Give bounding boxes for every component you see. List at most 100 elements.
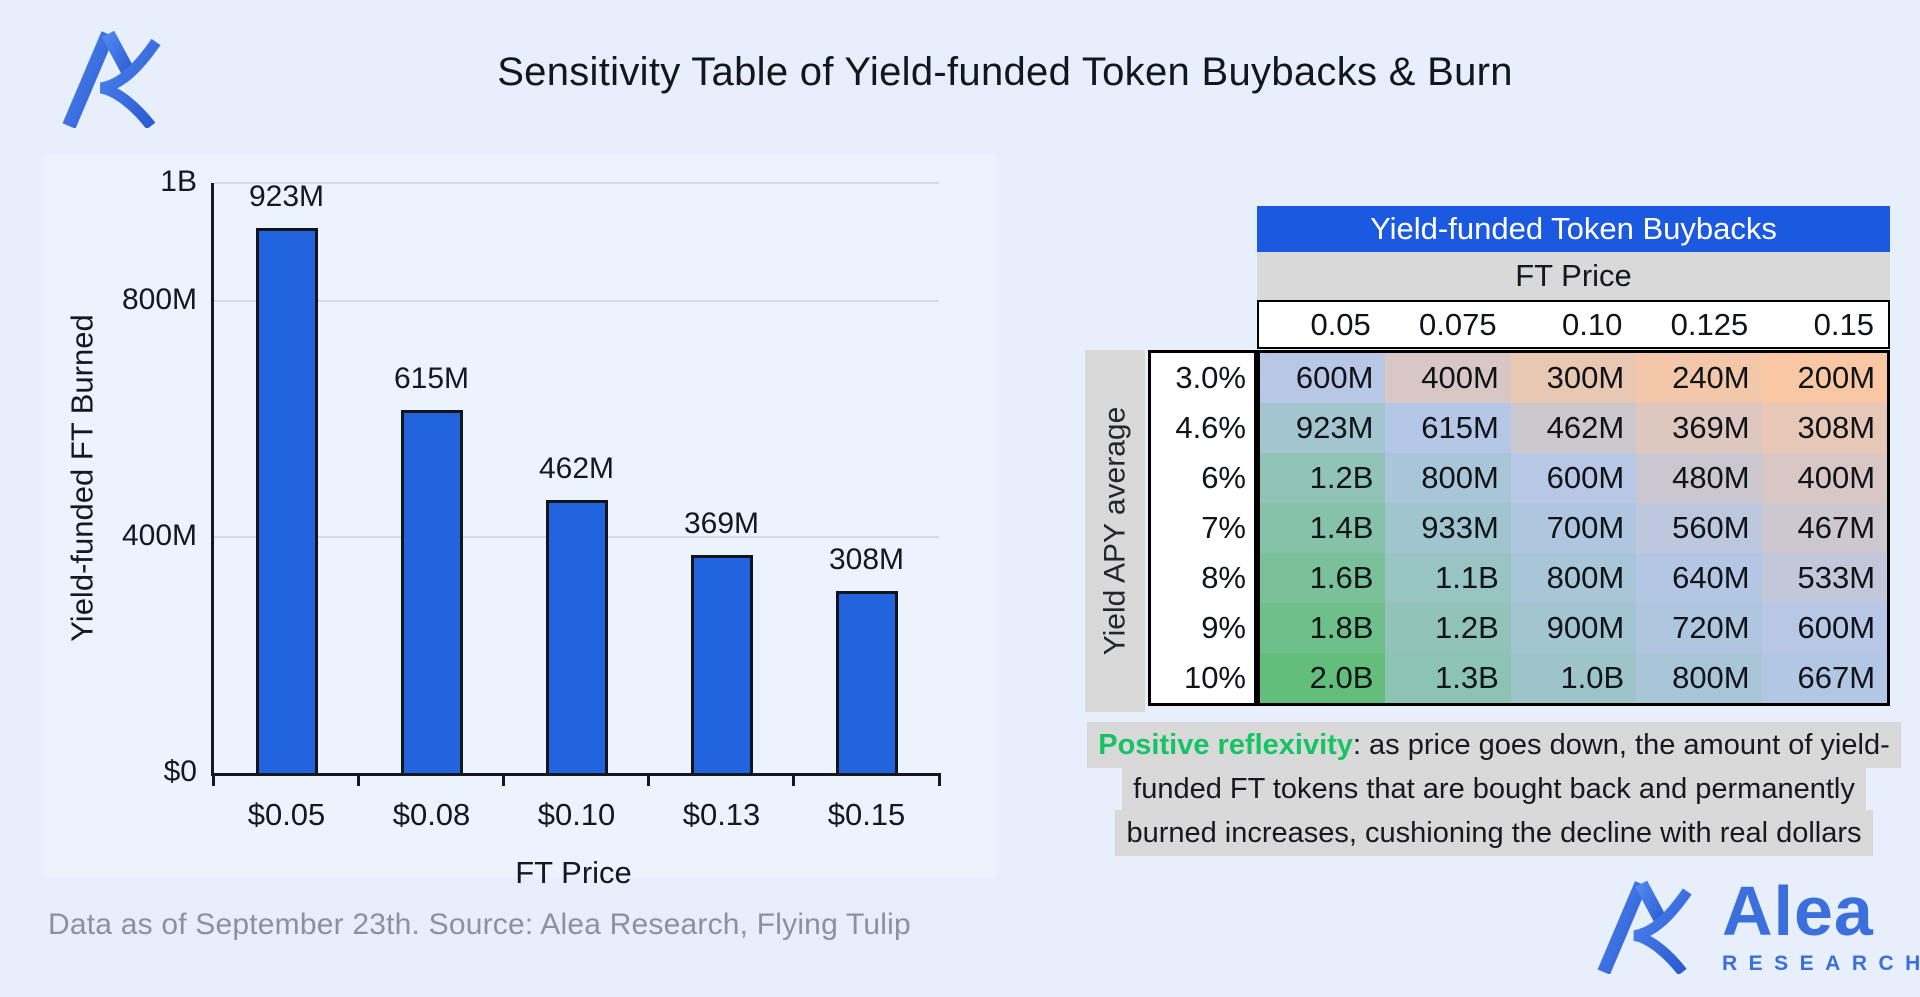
alea-logo-mark-icon [52, 28, 174, 130]
x-tick-mark [792, 773, 795, 786]
x-tick-label: $0.13 [682, 797, 761, 832]
bars-container: 923M $0.05 615M $0.08 462M $0.10 369M $0.13 308M… [212, 180, 941, 832]
brand-name: Alea [1722, 872, 1874, 950]
x-tick-mark [938, 773, 941, 786]
bar-value-label: 308M [828, 543, 905, 577]
table-cell: 1.3B [1385, 653, 1511, 703]
price-column-header: 0.15 [1813, 306, 1874, 342]
table-cell: 1.4B [1260, 503, 1386, 553]
x-tick-mark [647, 773, 650, 786]
bar [835, 591, 898, 773]
x-tick-mark [357, 773, 360, 786]
bar [400, 410, 463, 773]
note-line-3: burned increases, cushioning the decline… [1086, 810, 1902, 856]
bar-slot: 369M $0.13 [647, 183, 794, 832]
table-row: 923M 615M 462M 369M 308M [1260, 403, 1888, 453]
table-row: 600M 400M 300M 240M 200M [1260, 353, 1888, 403]
bar-slot: 923M $0.05 [212, 180, 359, 832]
table-cell: 1.2B [1260, 453, 1386, 503]
gridline [214, 300, 939, 302]
table-cell: 560M [1636, 503, 1762, 553]
table-cell: 720M [1636, 603, 1762, 653]
table-cell: 462M [1510, 403, 1637, 453]
bar [690, 555, 753, 773]
table-row-axis-label: Yield APY average [1085, 350, 1145, 712]
x-tick-label: $0.08 [392, 797, 471, 832]
table-row: 1.8B 1.2B 900M 720M 600M [1260, 603, 1888, 653]
table-cell: 1.6B [1260, 553, 1386, 603]
bar-slot: 462M $0.10 [502, 183, 649, 832]
table-row: 1.2B 800M 600M 480M 400M [1260, 453, 1888, 503]
y-tick-label: 400M [121, 519, 197, 552]
table-row: 1.6B 1.1B 800M 640M 533M [1260, 553, 1888, 603]
price-column-header: 0.075 [1419, 306, 1497, 342]
table-cell: 800M [1510, 553, 1637, 603]
table-cell: 400M [1385, 353, 1511, 403]
x-axis-title: FT Price [515, 855, 632, 890]
table-cell: 2.0B [1260, 653, 1386, 703]
apy-row-label: 8% [1201, 560, 1246, 595]
bar-value-label: 615M [393, 362, 470, 396]
table-subheader: FT Price [1257, 252, 1890, 300]
bar-value-label: 923M [248, 180, 325, 214]
reflexivity-note: Positive reflexivity: as price goes down… [1086, 722, 1902, 856]
table-cell: 900M [1510, 603, 1637, 653]
table-cell: 300M [1510, 353, 1637, 403]
gridline [214, 182, 939, 184]
note-lead: Positive reflexivity [1098, 729, 1353, 761]
note-line-2: funded FT tokens that are bought back an… [1086, 766, 1902, 812]
table-cell: 700M [1510, 503, 1637, 553]
bar-slot: 308M $0.15 [792, 183, 941, 832]
table-cell: 640M [1636, 553, 1762, 603]
table-cell: 1.8B [1260, 603, 1386, 653]
bar-value-label: 369M [683, 507, 760, 541]
table-value-grid: 600M 400M 300M 240M 200M 923M 615M 462M 369M 308M… [1257, 350, 1890, 706]
page-title: Sensitivity Table of Yield-funded Token … [497, 50, 1513, 94]
x-tick-label: $0.10 [537, 797, 616, 832]
table-cell: 600M [1510, 453, 1637, 503]
y-tick-label: 800M [121, 283, 197, 316]
bar [255, 228, 318, 773]
table-price-header-row: 0.05 0.075 0.10 0.125 0.15 [1257, 300, 1890, 349]
price-column-header: 0.05 [1310, 306, 1371, 342]
bar-value-label: 462M [538, 452, 615, 486]
table-cell: 1.1B [1385, 553, 1511, 603]
y-tick-label: 1B [160, 165, 197, 198]
table-cell: 480M [1636, 453, 1762, 503]
table-cell: 923M [1260, 403, 1386, 453]
apy-row-label: 6% [1201, 460, 1246, 495]
table-cell: 369M [1636, 403, 1762, 453]
apy-row-label: 3.0% [1175, 360, 1246, 395]
footer-source-text: Data as of September 23th. Source: Alea … [48, 908, 911, 941]
table-row: 2.0B 1.3B 1.0B 800M 667M [1260, 653, 1888, 703]
plot-area: 923M $0.05 615M $0.08 462M $0.10 369M $0.13 308M… [211, 180, 941, 832]
apy-row-label: 9% [1201, 610, 1246, 645]
table-cell: 240M [1636, 353, 1762, 403]
table-cell: 600M [1761, 603, 1888, 653]
brand-subname: RESEARCH [1722, 952, 1920, 975]
table-cell: 667M [1761, 653, 1888, 703]
alea-research-logo: Alea RESEARCH [1590, 872, 1920, 976]
table-header: Yield-funded Token Buybacks [1257, 206, 1890, 252]
table-cell: 200M [1761, 353, 1888, 403]
x-tick-mark [502, 773, 505, 786]
table-cell: 933M [1385, 503, 1511, 553]
note-line-1: Positive reflexivity: as price goes down… [1086, 722, 1902, 768]
bar [545, 500, 608, 773]
table-cell: 600M [1260, 353, 1386, 403]
alea-logo-mark-icon [1590, 878, 1702, 976]
price-column-header: 0.125 [1670, 306, 1749, 342]
table-row-labels-column: 3.0% 4.6% 6% 7% 8% 9% 10% [1148, 350, 1257, 706]
table-cell: 1.0B [1510, 653, 1637, 703]
table-cell: 800M [1385, 453, 1511, 503]
x-tick-label: $0.15 [827, 797, 906, 832]
price-column-header: 0.10 [1562, 306, 1623, 342]
x-tick-label: $0.05 [247, 797, 326, 832]
table-cell: 615M [1385, 403, 1511, 453]
note-line-1-text: : as price goes down, the amount of yiel… [1352, 729, 1890, 761]
alea-logo-text: Alea RESEARCH [1722, 872, 1920, 976]
table-cell: 533M [1761, 553, 1888, 603]
table-cell: 1.2B [1385, 603, 1511, 653]
table-cell: 308M [1761, 403, 1888, 453]
table-cell: 800M [1636, 653, 1762, 703]
